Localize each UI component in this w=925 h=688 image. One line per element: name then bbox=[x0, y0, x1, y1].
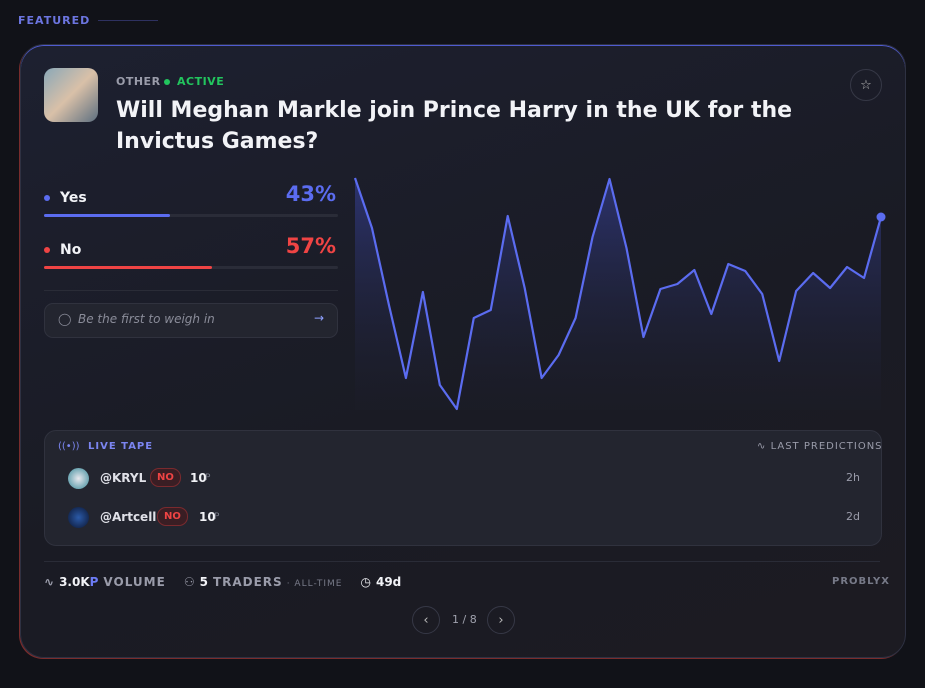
volume-icon: ∿ bbox=[44, 575, 56, 589]
market-title: Will Meghan Markle join Prince Harry in … bbox=[116, 98, 793, 154]
outcome-dot bbox=[44, 195, 50, 201]
amount: 10 bbox=[199, 510, 216, 524]
page-current: 1 bbox=[452, 613, 459, 626]
last-predictions-text: LAST PREDICTIONS bbox=[770, 441, 883, 452]
outcome-track bbox=[44, 214, 338, 217]
username: @KRYL bbox=[100, 471, 147, 485]
divider bbox=[44, 290, 338, 291]
time-left: 49d bbox=[375, 575, 402, 589]
market-image bbox=[44, 68, 98, 122]
outcome-bar bbox=[44, 214, 171, 217]
brand: PROBLYX bbox=[832, 576, 890, 587]
line-area bbox=[355, 178, 881, 410]
amount-unit: P bbox=[214, 512, 220, 522]
prev-button[interactable]: ‹ bbox=[412, 606, 440, 634]
outcome-name: Yes bbox=[60, 190, 87, 206]
price-chart bbox=[353, 177, 886, 411]
user-avatar bbox=[68, 507, 89, 528]
favorite-button[interactable]: ☆ bbox=[850, 69, 882, 101]
page-total: 8 bbox=[469, 613, 477, 626]
pagination: 1 / 8 bbox=[452, 613, 477, 626]
next-button[interactable]: › bbox=[487, 606, 515, 634]
section-label: FEATURED bbox=[18, 14, 91, 27]
send-icon[interactable]: → bbox=[314, 311, 325, 325]
comment-input[interactable] bbox=[44, 303, 338, 338]
side-badge: NO bbox=[157, 507, 188, 526]
outcome-percent: 43% bbox=[285, 182, 336, 206]
outcome-dot bbox=[44, 247, 50, 253]
clock-icon: ◷ bbox=[360, 575, 372, 589]
traders-label: TRADERS bbox=[212, 575, 283, 589]
amount-unit: P bbox=[205, 473, 211, 483]
line bbox=[353, 177, 883, 411]
volume: 3.0K bbox=[59, 575, 90, 589]
time-ago: 2h bbox=[846, 471, 860, 484]
live-icon: ((•)) bbox=[58, 441, 80, 452]
page-separator: / bbox=[462, 613, 467, 626]
comment-placeholder: Be the first to weigh in bbox=[78, 312, 215, 326]
traders-scope: · ALL-TIME bbox=[286, 579, 343, 589]
traders: 5 bbox=[199, 575, 209, 589]
outcome-bar bbox=[44, 266, 212, 269]
status-dot bbox=[164, 79, 170, 85]
user-avatar bbox=[68, 468, 89, 489]
outcome-name: No bbox=[60, 242, 82, 258]
footer-stats: ∿ 3.0K P VOLUME ⚇ 5 TRADERS · ALL-TIME ◷ … bbox=[44, 575, 401, 589]
traders-icon: ⚇ bbox=[183, 575, 196, 589]
last-point bbox=[876, 212, 886, 222]
side-badge: NO bbox=[150, 468, 181, 487]
username: @Artcell bbox=[100, 510, 157, 524]
time-ago: 2d bbox=[846, 510, 860, 523]
volume-label: VOLUME bbox=[103, 575, 166, 589]
volume-unit: P bbox=[89, 575, 100, 589]
amount: 10 bbox=[190, 471, 207, 485]
live-tape-title: LIVE TAPE bbox=[88, 441, 154, 452]
live-tape-panel bbox=[44, 430, 882, 546]
last-predictions-label: ∿ LAST PREDICTIONS bbox=[757, 441, 883, 452]
category: OTHER bbox=[116, 75, 161, 88]
outcome-percent: 57% bbox=[285, 234, 336, 258]
divider bbox=[98, 20, 158, 21]
status: ACTIVE bbox=[177, 75, 225, 88]
comment-icon: ◯ bbox=[58, 312, 72, 326]
divider bbox=[44, 561, 880, 562]
